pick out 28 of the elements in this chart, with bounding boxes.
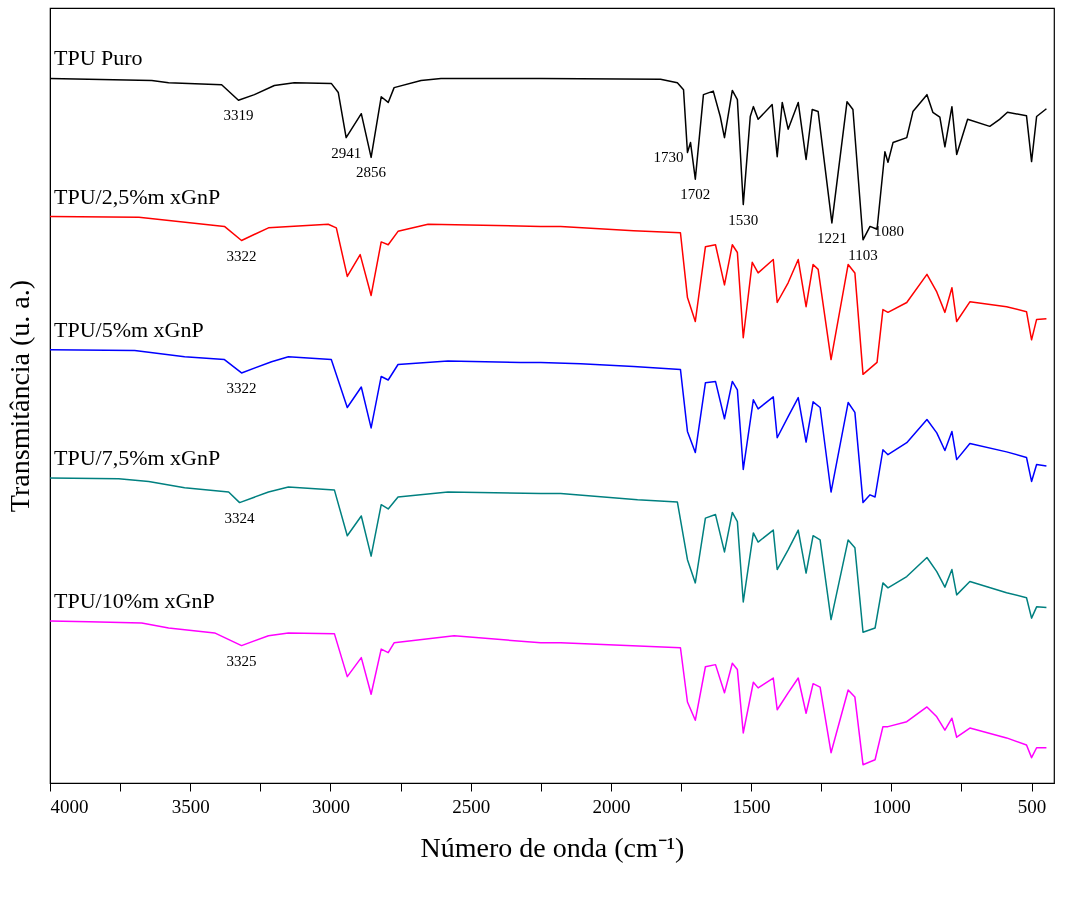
y-axis-title: Transmitância (u. a.): [3, 279, 35, 513]
x-tick-label: 4000: [50, 795, 89, 817]
x-tick-label: 2500: [452, 795, 491, 817]
x-tick-label: 3500: [171, 795, 210, 817]
annotation: 3319: [223, 107, 254, 124]
x-tick-label: 500: [1017, 795, 1047, 817]
series-label: TPU Puro: [54, 45, 143, 71]
series-label: TPU/7,5%m xGnP: [54, 444, 221, 470]
annotation: 1080: [874, 223, 905, 240]
annotation: 1702: [680, 186, 711, 203]
x-tick-label: 2000: [592, 795, 631, 817]
series-label: TPU/10%m xGnP: [54, 587, 215, 613]
annotation: 3322: [226, 379, 257, 396]
annotation: 3325: [226, 652, 257, 669]
series-label: TPU/5%m xGnP: [54, 316, 204, 342]
annotation: 2856: [356, 164, 387, 181]
x-tick-label: 1000: [872, 795, 911, 817]
annotation: 1730: [653, 149, 684, 166]
x-tick-label: 3000: [311, 795, 350, 817]
series-label: TPU/2,5%m xGnP: [54, 183, 221, 209]
annotation: 1221: [816, 229, 847, 246]
annotation: 3324: [224, 509, 256, 526]
x-tick-label: 1500: [732, 795, 771, 817]
x-axis-title: Número de onda (cm⁻¹): [420, 831, 685, 863]
annotation: 1103: [848, 246, 878, 263]
annotation: 1530: [728, 211, 759, 228]
annotation: 3322: [226, 247, 257, 264]
annotation: 2941: [331, 144, 362, 161]
